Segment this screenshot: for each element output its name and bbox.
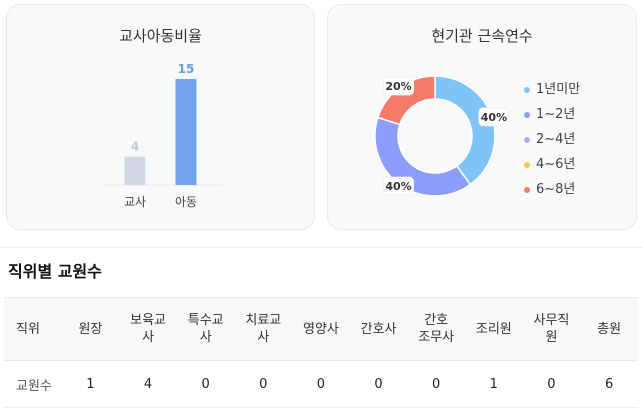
bar-value-label: 4 (131, 140, 139, 154)
header-cell: 영양사 (292, 297, 350, 361)
slice-percent-label: 40% (478, 107, 510, 127)
slice-percent-label: 40% (383, 176, 415, 196)
header-cell: 치료교 사 (234, 297, 293, 361)
count-cell: 0 (292, 360, 350, 408)
legend-label: 6~8년 (536, 182, 576, 197)
legend-dot (524, 111, 530, 118)
count-cell: 1 (61, 360, 120, 408)
count-cell: 0 (407, 360, 465, 408)
tenure-donut-chart: 40% 40% 20% (374, 75, 510, 197)
bar-category-label: 아동 (175, 195, 197, 209)
legend-item: 6~8년 (524, 177, 580, 202)
count-cell: 0 (349, 360, 408, 408)
bar-category-label: 교사 (124, 195, 146, 209)
count-cell: 0 (234, 360, 293, 408)
row-label: 교원수 (4, 360, 62, 408)
ratio-bar-chart: 4 교사 15 아동 (102, 62, 223, 209)
header-cell: 사무직 원 (522, 297, 581, 361)
staff-count-table: 직위 원장 보육교 사 특수교 사 치료교 사 영양사 간호사 간호 조무사 조리원 사무직 원 총원 교원… (4, 297, 638, 408)
count-cell: 1 (465, 360, 523, 408)
legend-dot (524, 86, 530, 93)
legend-label: 1~2년 (536, 107, 576, 122)
legend-label: 4~6년 (536, 157, 576, 172)
count-cell: 0 (522, 360, 581, 408)
bar-아동 (175, 79, 197, 185)
legend-item: 2~4년 (524, 127, 580, 152)
legend-dot (524, 161, 530, 168)
donut-slice-6~8년 (376, 75, 436, 126)
header-cell: 원장 (61, 297, 120, 361)
count-cell: 6 (580, 360, 638, 408)
header-cell: 특수교 사 (176, 297, 235, 361)
legend-label: 1년미만 (536, 82, 581, 97)
header-cell: 간호사 (349, 297, 408, 361)
bar-교사 (124, 156, 146, 185)
tenure-card-title: 현기관 근속연수 (431, 27, 533, 45)
tenure-card: 현기관 근속연수 40% 40% 20% 1년미만 1~2년 2~4년 4~6년 6~8년 (327, 4, 637, 230)
header-cell: 조리원 (465, 297, 523, 361)
count-cell: 0 (176, 360, 235, 408)
svg-text:40%: 40% (481, 111, 507, 124)
header-cell: 간호 조무사 (407, 297, 465, 361)
header-position: 직위 (4, 297, 62, 361)
section-title: 직위별 교원수 (8, 262, 102, 281)
count-cell: 4 (119, 360, 177, 408)
donut-slice-1년미만 (434, 75, 496, 186)
table-header-row: 직위 원장 보육교 사 특수교 사 치료교 사 영양사 간호사 간호 조무사 조리원 사무직 원 총원 (4, 297, 638, 361)
header-cell: 보육교 사 (119, 297, 177, 361)
legend-item: 4~6년 (524, 152, 580, 177)
slice-percent-label: 20% (383, 76, 415, 96)
donut-slice-1~2년 (374, 116, 472, 197)
legend-label: 2~4년 (536, 132, 576, 147)
legend-dot (524, 186, 530, 193)
header-cell: 총원 (580, 297, 638, 361)
tenure-legend: 1년미만 1~2년 2~4년 4~6년 6~8년 (524, 77, 580, 202)
svg-text:40%: 40% (385, 180, 411, 193)
bar-value-label: 15 (178, 62, 195, 76)
ratio-card-title: 교사아동비율 (119, 27, 202, 45)
legend-dot (524, 136, 530, 143)
legend-item: 1~2년 (524, 102, 580, 127)
legend-item: 1년미만 (524, 77, 580, 102)
teacher-child-ratio-card: 교사아동비율 4 교사 15 아동 (6, 4, 315, 230)
svg-text:20%: 20% (385, 80, 411, 93)
section-divider (0, 247, 642, 248)
